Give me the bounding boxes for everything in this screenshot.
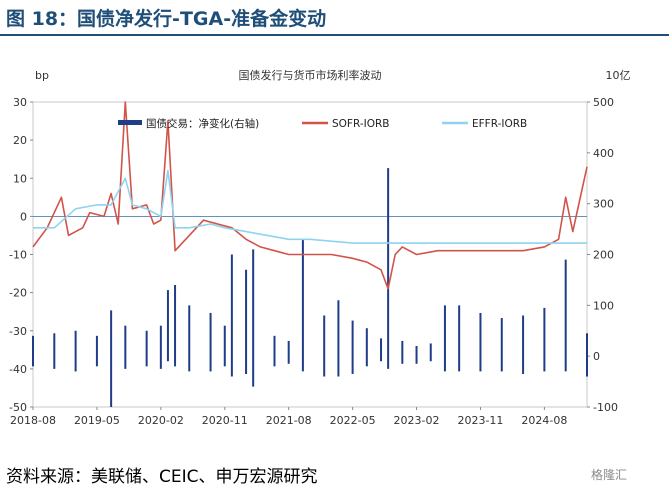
right-tick-label: 300 [593,198,614,211]
x-tick-label: 2020-02 [138,414,184,427]
x-tick-label: 2023-02 [394,414,440,427]
legend-label: EFFR-IORB [472,118,527,130]
left-tick-label: -20 [9,287,27,300]
left-tick-label: -40 [9,363,27,376]
x-tick-label: 2021-08 [266,414,312,427]
right-tick-label: 100 [593,299,614,312]
legend-label: SOFR-IORB [332,118,390,130]
x-tick-label: 2019-05 [74,414,120,427]
left-tick-label: 10 [13,172,27,185]
left-tick-label: 0 [20,210,27,223]
left-tick-label: -30 [9,325,27,338]
source-note: 资料来源：美联储、CEIC、申万宏源研究 [6,467,318,487]
series-line-effr-iorb [33,169,587,244]
left-axis-unit: bp [35,69,49,82]
x-tick-label: 2024-08 [521,414,567,427]
chart-title: 国债发行与货币市场利率波动 [239,68,382,82]
right-tick-label: 0 [593,350,600,363]
right-tick-label: -100 [593,401,618,414]
left-tick-label: -50 [9,401,27,414]
x-tick-label: 2022-05 [330,414,376,427]
right-tick-label: 500 [593,96,614,109]
x-tick-label: 2018-08 [10,414,56,427]
legend-swatch [118,120,142,125]
right-tick-label: 400 [593,147,614,160]
right-tick-label: 200 [593,249,614,262]
title-divider [0,34,669,36]
x-tick-label: 2023-11 [457,414,503,427]
series-line-sofr-iorb [32,101,588,290]
left-tick-label: 20 [13,134,27,147]
x-tick-label: 2020-11 [202,414,248,427]
series-net-treasury-bars [32,168,588,407]
figure-title: 图 18：国债净发行-TGA-准备金变动 [6,8,327,30]
watermark-logo: 格隆汇 [591,468,628,482]
left-tick-label: -10 [9,249,27,262]
legend-label: 国债交易：净变化(右轴) [146,117,259,130]
left-tick-label: 30 [13,96,27,109]
right-axis-unit: 10亿 [606,69,631,82]
